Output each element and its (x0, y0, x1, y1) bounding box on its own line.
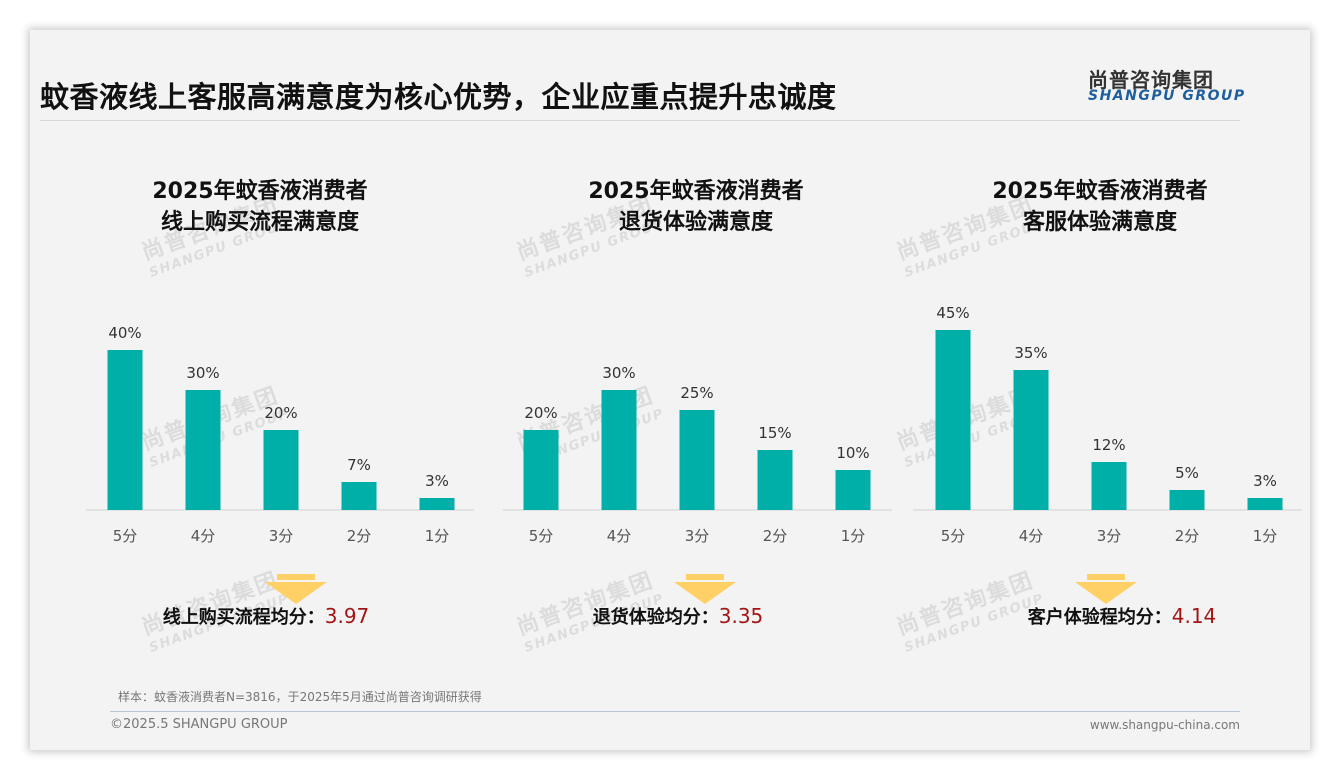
sample-note: 样本：蚊香液消费者N=3816，于2025年5月通过尚普咨询调研获得 (118, 690, 482, 704)
chart-3-average-label: 客户体验程均分： (1027, 607, 1172, 628)
title-divider (40, 120, 1240, 121)
chart-1-data-label: 20% (264, 404, 297, 422)
chart-1-tick-label: 4分 (191, 527, 216, 545)
chart-3-tick-label: 3分 (1097, 527, 1122, 545)
chart-2-data-label: 30% (602, 364, 635, 382)
down-arrow-icon (674, 582, 736, 604)
chart-1-title-line1: 2025年蚊香液消费者 (152, 179, 368, 204)
chart-1-data-label: 3% (425, 472, 449, 490)
chart-1-title: 2025年蚊香液消费者 线上购买流程满意度 (110, 176, 410, 238)
chart-3-data-label: 5% (1175, 464, 1199, 482)
chart-2-tick-label: 4分 (607, 527, 632, 545)
chart-3-average: 客户体验程均分：4.14 (942, 603, 1302, 629)
chart-2-average-label: 退货体验均分： (592, 607, 719, 628)
chart-1-average-value: 3.97 (324, 604, 370, 628)
page-title: 蚊香液线上客服高满意度为核心优势，企业应重点提升忠诚度 (40, 80, 837, 114)
chart-2-tick-label: 3分 (685, 527, 710, 545)
chart-3-data-label: 12% (1092, 436, 1125, 454)
chart-3-title-line2: 客服体验满意度 (1022, 210, 1177, 235)
chart-2-data-label: 15% (758, 424, 791, 442)
chart-2-data-label: 10% (836, 444, 869, 462)
chart-1-bar (341, 482, 377, 510)
chart-2-title-line2: 退货体验满意度 (618, 210, 773, 235)
chart-1-title-line2: 线上购买流程满意度 (160, 210, 359, 235)
chart-2-title: 2025年蚊香液消费者 退货体验满意度 (546, 176, 846, 238)
chart-2-data-label: 25% (680, 384, 713, 402)
chart-2-bar (835, 470, 871, 510)
chart-3-tick-label: 2分 (1175, 527, 1200, 545)
chart-3-tick-label: 4分 (1019, 527, 1044, 545)
chart-3-tick-label: 1分 (1253, 527, 1278, 545)
chart-1-data-label: 7% (347, 456, 371, 474)
chart-3-title: 2025年蚊香液消费者 客服体验满意度 (950, 176, 1250, 238)
chart-3-bar (1091, 462, 1127, 510)
chart-1-average: 线上购买流程均分：3.97 (86, 603, 446, 629)
chart-3-bar (935, 330, 971, 510)
chart-1-bar (107, 350, 143, 510)
down-arrow-icon (265, 582, 327, 604)
chart-3-bar (1169, 490, 1205, 510)
chart-3-title-line1: 2025年蚊香液消费者 (992, 179, 1208, 204)
chart-2-bar (523, 430, 559, 510)
chart-2-average-value: 3.35 (718, 604, 764, 628)
footer-divider (110, 711, 1240, 712)
down-arrow-icon-stem (277, 574, 315, 580)
down-arrow-icon-stem (686, 574, 724, 580)
down-arrow-icon-stem (1087, 574, 1125, 580)
chart-1-data-label: 30% (186, 364, 219, 382)
slide: 蚊香液线上客服高满意度为核心优势，企业应重点提升忠诚度 尚普咨询集团 SHANG… (30, 30, 1310, 750)
chart-3-bar (1247, 498, 1283, 510)
chart-2-tick-label: 2分 (763, 527, 788, 545)
chart-1-bar (419, 498, 455, 510)
chart-1-bar (185, 390, 221, 510)
chart-2-bar (757, 450, 793, 510)
bar-charts: 40% 5分 30% 4分 20% 3分 7% 2分 3% 1分 20% 5分 30% 4分 25% 3分 15… (86, 304, 1302, 545)
chart-2-bar (601, 390, 637, 510)
chart-2-average: 退货体验均分：3.35 (498, 603, 858, 629)
chart-2-tick-label: 1分 (841, 527, 866, 545)
chart-3-data-label: 3% (1253, 472, 1277, 490)
logo-en: SHANGPU GROUP (1088, 88, 1246, 104)
chart-3-data-label: 35% (1014, 344, 1047, 362)
chart-1-tick-label: 2分 (347, 527, 372, 545)
chart-1-bar (263, 430, 299, 510)
chart-2-data-label: 20% (524, 404, 557, 422)
chart-1-tick-label: 5分 (113, 527, 138, 545)
chart-1-tick-label: 1分 (425, 527, 450, 545)
website-link[interactable]: www.shangpu-china.com (1089, 718, 1240, 732)
chart-3-bar (1013, 370, 1049, 510)
chart-2-tick-label: 5分 (529, 527, 554, 545)
chart-2-bar (679, 410, 715, 510)
chart-1-average-label: 线上购买流程均分： (162, 607, 325, 628)
copyright: ©2025.5 SHANGPU GROUP (110, 717, 288, 732)
down-arrow-icon (1075, 582, 1137, 604)
chart-3-average-value: 4.14 (1171, 604, 1217, 628)
chart-3-data-label: 45% (936, 304, 969, 322)
chart-2-title-line1: 2025年蚊香液消费者 (588, 179, 804, 204)
chart-3-tick-label: 5分 (941, 527, 966, 545)
logo-cn: 尚普咨询集团 (1088, 68, 1214, 92)
chart-1-data-label: 40% (108, 324, 141, 342)
chart-1-tick-label: 3分 (269, 527, 294, 545)
